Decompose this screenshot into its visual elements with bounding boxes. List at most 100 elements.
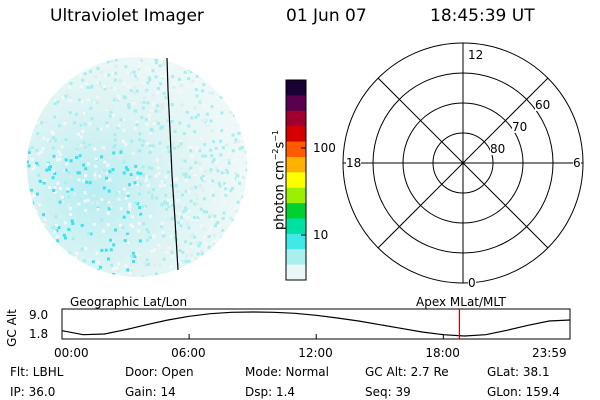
image-pixel <box>180 84 184 87</box>
status-field: Gain: 14 <box>125 385 176 399</box>
image-pixel <box>53 102 57 106</box>
image-pixel <box>212 198 216 202</box>
polar-diagonal-2 <box>377 77 549 249</box>
image-pixel <box>231 126 235 130</box>
image-pixel <box>37 163 40 167</box>
colorbar-cell <box>286 203 306 219</box>
image-pixel <box>67 171 71 174</box>
image-pixel <box>126 210 130 214</box>
image-pixel <box>136 238 140 241</box>
image-pixel <box>120 141 123 145</box>
image-pixel <box>66 93 70 97</box>
image-pixel <box>62 168 66 172</box>
image-pixel <box>85 81 89 85</box>
image-pixel <box>135 123 139 127</box>
image-pixel <box>43 154 47 158</box>
image-pixel <box>159 175 163 179</box>
image-pixel <box>194 81 198 85</box>
image-pixel <box>175 190 179 193</box>
image-pixel <box>245 168 247 172</box>
image-pixel <box>86 85 90 89</box>
image-pixel <box>220 129 224 133</box>
image-pixel <box>138 242 142 246</box>
image-pixel <box>162 181 166 185</box>
image-pixel <box>62 233 66 237</box>
image-pixel <box>81 131 85 135</box>
image-pixel <box>39 153 43 157</box>
image-pixel <box>71 222 75 226</box>
image-pixel <box>238 181 241 185</box>
image-pixel <box>95 251 99 255</box>
image-pixel <box>189 166 193 170</box>
image-pixel <box>202 210 206 214</box>
image-pixel <box>48 142 52 146</box>
image-pixel <box>43 218 47 221</box>
image-pixel <box>141 144 144 147</box>
image-pixel <box>225 184 228 188</box>
image-pixel <box>139 101 143 105</box>
image-pixel <box>145 141 149 145</box>
image-pixel <box>127 106 131 110</box>
image-pixel <box>123 82 126 86</box>
image-pixel <box>139 212 143 216</box>
image-pixel <box>61 96 65 100</box>
image-pixel <box>113 138 117 142</box>
image-pixel <box>220 171 224 175</box>
image-pixel <box>124 65 128 69</box>
image-pixel <box>118 273 121 277</box>
image-pixel <box>76 132 80 136</box>
image-pixel <box>151 69 155 73</box>
image-pixel <box>193 83 197 87</box>
image-pixel <box>90 84 94 88</box>
image-pixel <box>150 128 154 132</box>
image-pixel <box>175 214 179 218</box>
image-pixel <box>223 170 227 174</box>
image-pixel <box>184 206 187 210</box>
image-pixel <box>160 222 164 226</box>
image-pixel <box>180 216 184 220</box>
image-pixel <box>142 139 146 143</box>
image-pixel <box>160 180 164 184</box>
image-pixel <box>82 163 86 167</box>
image-pixel <box>233 140 237 144</box>
status-field: Seq: 39 <box>365 385 411 399</box>
colorbar-cell <box>286 172 306 189</box>
image-pixel <box>162 74 166 78</box>
image-pixel <box>112 243 116 247</box>
image-pixel <box>209 168 213 172</box>
image-pixel <box>102 229 105 233</box>
image-pixel <box>167 150 171 153</box>
image-pixel <box>150 109 154 113</box>
image-pixel <box>208 228 212 232</box>
image-pixel <box>144 179 148 182</box>
image-pixel <box>64 168 68 172</box>
image-pixel <box>223 182 227 186</box>
image-pixel <box>152 263 156 267</box>
ytick-label-bottom: 1.8 <box>29 327 49 341</box>
image-pixel <box>89 145 93 148</box>
image-pixel <box>68 206 72 210</box>
image-pixel <box>162 183 166 187</box>
image-pixel <box>204 170 208 173</box>
image-pixel <box>196 241 200 245</box>
image-pixel <box>203 235 207 239</box>
lat-label-70: 70 <box>512 120 528 134</box>
image-pixel <box>187 175 191 179</box>
image-pixel <box>187 189 191 193</box>
image-pixel <box>106 60 110 64</box>
image-pixel <box>111 71 115 75</box>
image-pixel <box>80 223 84 227</box>
image-pixel <box>119 228 122 232</box>
image-pixel <box>159 75 163 79</box>
image-pixel <box>164 96 168 100</box>
image-pixel <box>214 115 218 119</box>
image-pixel <box>126 193 130 197</box>
image-pixel <box>116 94 120 98</box>
image-pixel <box>106 106 110 110</box>
image-pixel <box>198 162 202 166</box>
colorbar-frame <box>285 79 307 281</box>
image-pixel <box>130 254 134 258</box>
image-pixel <box>126 232 130 236</box>
image-pixel <box>134 164 138 168</box>
